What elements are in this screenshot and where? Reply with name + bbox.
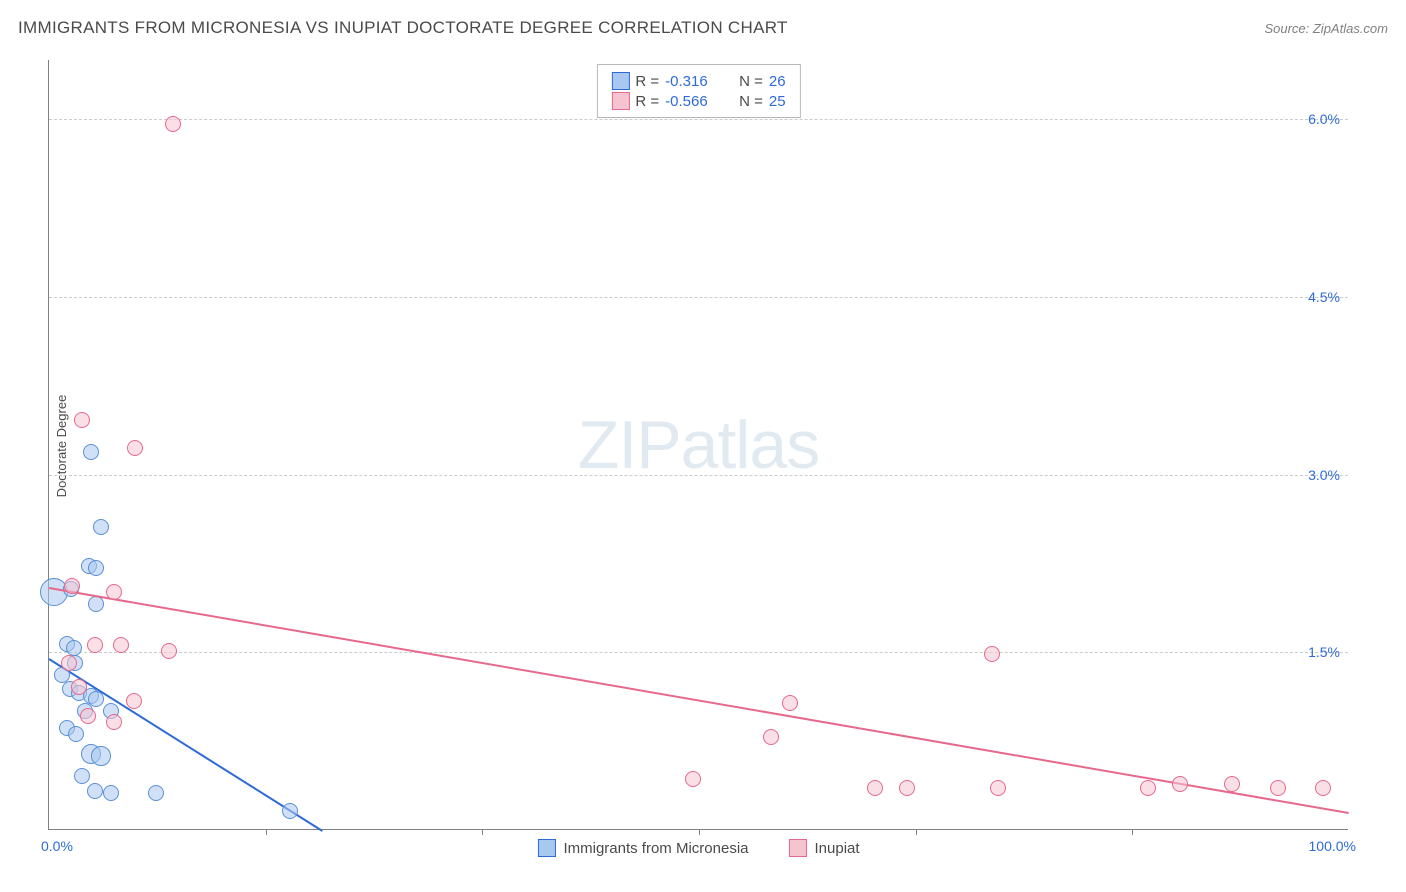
data-point — [165, 116, 181, 132]
data-point — [867, 780, 883, 796]
n-label: N = — [739, 73, 763, 90]
data-point — [68, 726, 84, 742]
y-tick-label: 6.0% — [1308, 111, 1340, 127]
gridline — [49, 652, 1348, 653]
series-swatch — [789, 839, 807, 857]
x-tick-label: 0.0% — [41, 838, 73, 854]
stats-row: R = -0.566 N = 25 — [611, 92, 785, 110]
data-point — [1140, 780, 1156, 796]
data-point — [126, 693, 142, 709]
watermark-atlas: atlas — [681, 407, 820, 483]
source-name: ZipAtlas.com — [1313, 21, 1388, 36]
data-point — [87, 637, 103, 653]
data-point — [1224, 776, 1240, 792]
x-tick-mark — [916, 829, 917, 835]
series-legend: Immigrants from Micronesia Inupiat — [537, 839, 859, 857]
data-point — [899, 780, 915, 796]
legend-item: Immigrants from Micronesia — [537, 839, 748, 857]
data-point — [80, 708, 96, 724]
data-point — [91, 746, 111, 766]
data-point — [113, 637, 129, 653]
r-value: -0.566 — [665, 93, 723, 110]
series-swatch — [611, 72, 629, 90]
data-point — [984, 646, 1000, 662]
data-point — [1172, 776, 1188, 792]
x-tick-mark — [482, 829, 483, 835]
data-point — [83, 444, 99, 460]
n-label: N = — [739, 93, 763, 110]
x-tick-mark — [266, 829, 267, 835]
watermark: ZIPatlas — [578, 406, 819, 484]
gridline — [49, 297, 1348, 298]
data-point — [990, 780, 1006, 796]
chart-title: IMMIGRANTS FROM MICRONESIA VS INUPIAT DO… — [18, 18, 788, 38]
data-point — [1270, 780, 1286, 796]
data-point — [88, 596, 104, 612]
n-value: 25 — [769, 93, 786, 110]
scatter-plot: ZIPatlas R = -0.316 N = 26 R = -0.566 N = 2… — [48, 60, 1348, 830]
data-point — [106, 584, 122, 600]
series-swatch — [611, 92, 629, 110]
y-tick-label: 3.0% — [1308, 467, 1340, 483]
chart-header: IMMIGRANTS FROM MICRONESIA VS INUPIAT DO… — [18, 18, 1388, 38]
y-tick-label: 4.5% — [1308, 289, 1340, 305]
data-point — [106, 714, 122, 730]
r-label: R = — [635, 93, 659, 110]
data-point — [161, 643, 177, 659]
data-point — [103, 785, 119, 801]
r-label: R = — [635, 73, 659, 90]
data-point — [71, 679, 87, 695]
data-point — [782, 695, 798, 711]
series-swatch — [537, 839, 555, 857]
legend-label: Inupiat — [815, 840, 860, 857]
data-point — [74, 768, 90, 784]
legend-label: Immigrants from Micronesia — [563, 840, 748, 857]
x-tick-mark — [699, 829, 700, 835]
data-point — [61, 655, 77, 671]
x-tick-label: 100.0% — [1309, 838, 1356, 854]
x-tick-mark — [1132, 829, 1133, 835]
n-value: 26 — [769, 73, 786, 90]
data-point — [763, 729, 779, 745]
data-point — [88, 560, 104, 576]
data-point — [148, 785, 164, 801]
data-point — [127, 440, 143, 456]
data-point — [64, 578, 80, 594]
y-tick-label: 1.5% — [1308, 644, 1340, 660]
stats-row: R = -0.316 N = 26 — [611, 72, 785, 90]
data-point — [685, 771, 701, 787]
gridline — [49, 119, 1348, 120]
data-point — [1315, 780, 1331, 796]
data-point — [87, 783, 103, 799]
data-point — [66, 640, 82, 656]
data-point — [93, 519, 109, 535]
data-point — [282, 803, 298, 819]
watermark-zip: ZIP — [578, 407, 681, 483]
data-point — [74, 412, 90, 428]
gridline — [49, 475, 1348, 476]
source-attribution: Source: ZipAtlas.com — [1264, 21, 1388, 36]
legend-item: Inupiat — [789, 839, 860, 857]
source-prefix: Source: — [1264, 21, 1312, 36]
r-value: -0.316 — [665, 73, 723, 90]
correlation-stats-legend: R = -0.316 N = 26 R = -0.566 N = 25 — [596, 64, 800, 118]
